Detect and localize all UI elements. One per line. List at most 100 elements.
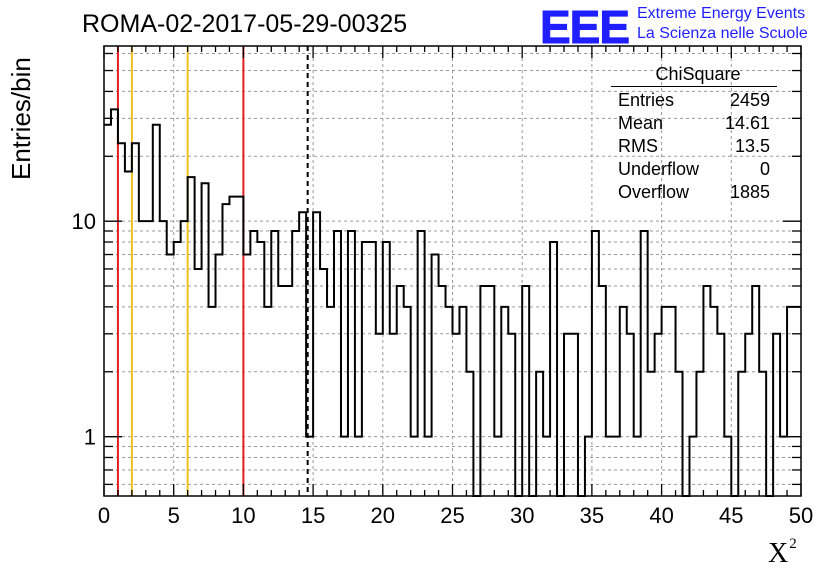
histogram-bin [599,286,606,496]
stats-value: 1885 [729,182,770,202]
histogram-bin [662,307,669,496]
histogram-bin [703,286,710,496]
histogram-bin [787,307,794,496]
histogram-bin [216,255,223,496]
histogram-bin [118,143,125,496]
stats-row: Mean 14.61 [611,112,777,135]
histogram-bin [487,286,494,496]
histogram-bin [104,125,111,496]
histogram-bin [236,197,243,496]
histogram-bin [634,437,641,496]
histogram-bin [696,372,703,496]
histogram-bin [132,143,139,496]
x-tick-label: 50 [789,503,813,528]
x-tick-label: 15 [301,503,325,528]
histogram-bin [376,334,383,496]
histogram-bin [111,109,118,496]
histogram-bin [411,437,418,496]
stats-label: RMS [618,136,658,156]
histogram-bin [250,231,257,496]
histogram-bin [627,334,634,496]
histogram-bin [641,231,648,496]
histogram-bin [222,204,229,496]
histogram-bin [390,334,397,496]
histogram-bin [752,286,759,496]
histogram-bin [710,307,717,496]
histogram-bin [780,437,787,496]
histogram-bin [613,437,620,496]
x-axis-label-sup: 2 [789,536,797,552]
histogram-bin [446,307,453,496]
histogram-bin [125,171,132,496]
histogram-bin [508,334,515,496]
histogram-bin [271,231,278,496]
stats-title: ChiSquare [611,64,777,87]
histogram-bin [209,307,216,496]
histogram-bin [264,307,271,496]
histogram-bin [139,221,146,496]
histogram-bin [257,242,264,496]
histogram-bin [362,242,369,496]
stats-label: Overflow [618,182,690,202]
histogram-bin [334,231,341,496]
y-tick-label: 1 [84,425,96,450]
histogram-bin [327,307,334,496]
histogram-bin [383,242,390,496]
histogram-bin [285,286,292,496]
y-axis-label: Entries/bin [6,57,36,180]
histogram-bin [153,125,160,496]
histogram-bin [536,372,543,496]
histogram-bin [550,242,557,496]
histogram-bin [466,372,473,496]
histogram-bin [759,372,766,496]
x-tick-label: 40 [649,503,673,528]
x-tick-label: 35 [580,503,604,528]
histogram-bin [606,437,613,496]
stats-row: Overflow 1885 [611,181,777,204]
y-tick-label: 10 [72,209,96,234]
histogram-bin [689,437,696,496]
stats-row: RMS 13.5 [611,135,777,158]
histogram-bin [543,437,550,496]
histogram-bin [669,307,676,496]
x-tick-label: 0 [98,503,110,528]
stats-row: Underflow 0 [611,158,777,181]
stats-row: Entries 2459 [611,89,777,112]
x-tick-label: 5 [168,503,180,528]
histogram-bin [676,372,683,496]
histogram-bin [292,231,299,496]
x-tick-label: 10 [231,503,255,528]
stats-label: Entries [618,90,675,110]
logo-line-1: Extreme Energy Events [637,5,806,22]
histogram-bin [480,286,487,496]
histogram-bin [313,212,320,496]
histogram-bin [522,286,529,496]
x-tick-label: 30 [510,503,534,528]
stats-value: 14.61 [724,113,770,133]
histogram-bin [717,334,724,496]
histogram-bin [369,242,376,496]
histogram-bin [243,255,250,496]
logo-mark: EEE [539,1,630,54]
histogram-bin [794,307,801,496]
histogram-bin [278,286,285,496]
histogram-bin [571,334,578,496]
eee-logo: EEE Extreme Energy Events La Scienza nel… [539,1,836,54]
histogram-bin [738,372,745,496]
histogram-bin [174,242,181,496]
histogram-bin [648,372,655,496]
histogram-bin [432,255,439,496]
histogram-bin [146,221,153,496]
histogram-bin [724,437,731,496]
axis-ticks [103,46,802,496]
stats-label: Mean [618,113,664,133]
histogram-bin [501,307,508,496]
histogram-bin [745,334,752,496]
histogram-bin [195,269,202,496]
histogram-bin [585,437,592,496]
histogram-bin [320,269,327,496]
histogram-bin [181,221,188,496]
histogram-bin [425,437,432,496]
x-axis-label: X2 [768,536,797,570]
histogram-bin [592,231,599,496]
